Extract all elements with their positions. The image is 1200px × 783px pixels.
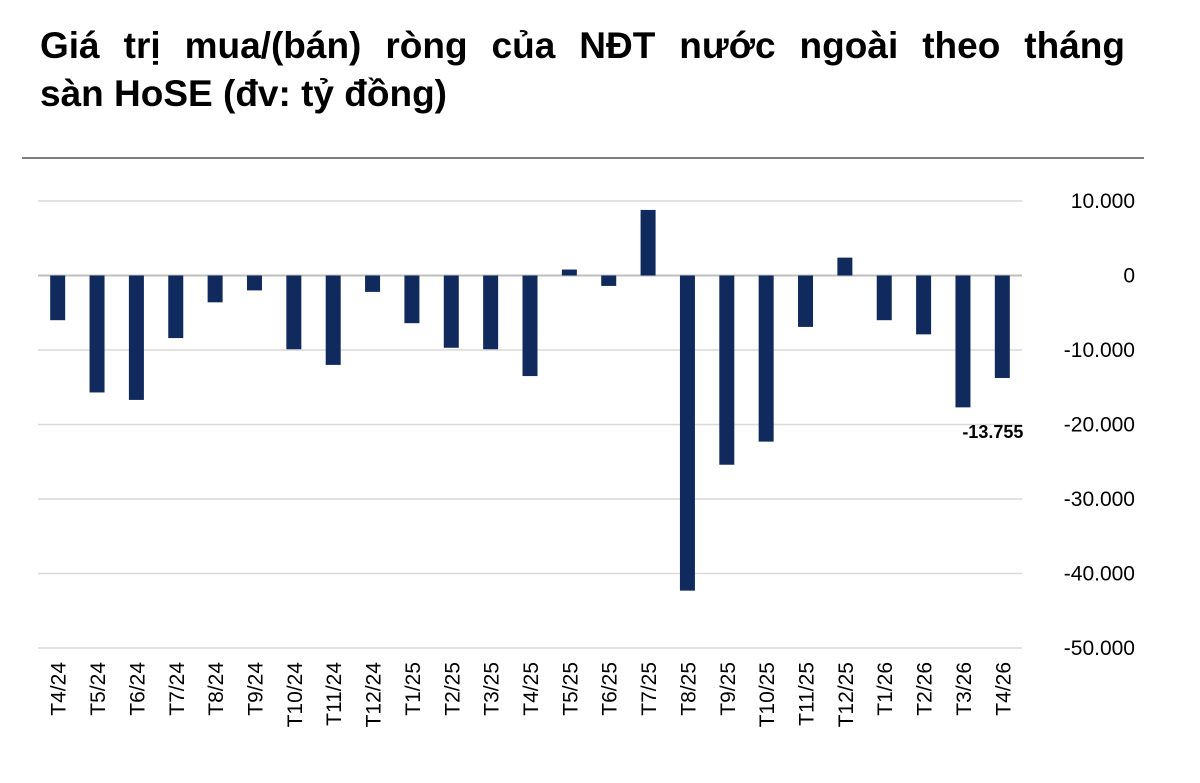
x-category-label: T2/26 xyxy=(914,662,937,716)
y-tick-label: -40.000 xyxy=(1064,563,1135,586)
bar-t10-24 xyxy=(286,275,302,350)
bar-t7-25 xyxy=(640,209,656,276)
x-category-label: T3/25 xyxy=(481,662,504,716)
x-category-label: T7/25 xyxy=(638,662,661,716)
chart-title-line-1: Giá trị mua/(bán) ròng của NĐT nước ngoà… xyxy=(40,25,1125,66)
bar-t2-26 xyxy=(916,275,932,335)
bar-t12-24 xyxy=(365,275,381,292)
x-category-label: T9/24 xyxy=(244,662,267,716)
x-category-label: T5/24 xyxy=(87,662,110,716)
y-tick-label: 0 xyxy=(1123,265,1135,288)
bar-t8-24 xyxy=(207,275,223,303)
bar-t2-25 xyxy=(443,275,459,348)
y-axis-ticks: 10.000 0 -10.000 -20.000 -30.000 -40.000 -50.0… xyxy=(1064,190,1135,660)
bar-t8-25 xyxy=(679,275,695,591)
x-category-label: T2/25 xyxy=(441,662,464,716)
bar-t1-25 xyxy=(404,275,420,324)
chart-title-line-2: sàn HoSE (đv: tỷ đồng) xyxy=(40,73,447,114)
bar-t6-24 xyxy=(128,275,144,400)
y-tick-label: -50.000 xyxy=(1064,637,1135,660)
x-category-label: T10/24 xyxy=(284,662,307,728)
x-category-label: T11/24 xyxy=(323,662,346,726)
bar-t10-25 xyxy=(758,275,774,442)
bar-t4-26 xyxy=(994,275,1010,378)
title-divider xyxy=(22,157,1144,159)
chart-title: Giá trị mua/(bán) ròng của NĐT nước ngoà… xyxy=(40,22,1125,118)
x-category-label: T4/26 xyxy=(992,662,1015,716)
x-category-label: T12/25 xyxy=(835,662,858,727)
x-category-label: T1/26 xyxy=(874,662,897,716)
x-category-label: T8/25 xyxy=(677,662,700,716)
bar-t4-24 xyxy=(50,275,66,321)
x-category-label: T8/24 xyxy=(205,662,228,716)
x-category-label: T12/24 xyxy=(363,662,386,728)
bar-t11-24 xyxy=(325,275,341,365)
y-tick-label: -20.000 xyxy=(1064,414,1135,437)
bar-t1-26 xyxy=(876,275,892,321)
bar-t11-25 xyxy=(798,275,814,327)
x-axis-categories: T4/24 T5/24 T6/24 T7/24 T8/24 T9/24 T10/24 T11/… xyxy=(48,662,1016,728)
bars xyxy=(50,209,1010,591)
bar-t6-25 xyxy=(601,275,617,286)
y-tick-label: 10.000 xyxy=(1071,190,1135,213)
bar-t4-25 xyxy=(522,275,538,377)
x-category-label: T4/24 xyxy=(48,662,71,716)
x-category-label: T9/25 xyxy=(717,662,740,716)
x-category-label: T6/24 xyxy=(126,662,149,716)
bar-t12-25 xyxy=(837,257,853,276)
x-category-label: T10/25 xyxy=(756,662,779,727)
bar-t9-24 xyxy=(246,275,262,291)
bar-t9-25 xyxy=(719,275,735,465)
bar-t7-24 xyxy=(168,275,184,339)
x-category-label: T4/25 xyxy=(520,662,543,716)
bar-t3-26 xyxy=(955,275,971,408)
y-tick-label: -10.000 xyxy=(1064,339,1135,362)
data-labels: -13.755 xyxy=(962,422,1023,442)
x-category-label: T3/26 xyxy=(953,662,976,716)
data-label: -13.755 xyxy=(962,422,1023,442)
x-category-label: T11/25 xyxy=(796,662,819,726)
bar-t3-25 xyxy=(483,275,499,350)
bar-t5-25 xyxy=(561,269,577,276)
y-tick-label: -30.000 xyxy=(1064,488,1135,511)
bar-t5-24 xyxy=(89,275,105,393)
x-category-label: T1/25 xyxy=(402,662,425,716)
x-category-label: T7/24 xyxy=(166,662,189,716)
x-category-label: T5/25 xyxy=(559,662,582,716)
x-category-label: T6/25 xyxy=(599,662,622,716)
gridlines xyxy=(38,200,1022,649)
